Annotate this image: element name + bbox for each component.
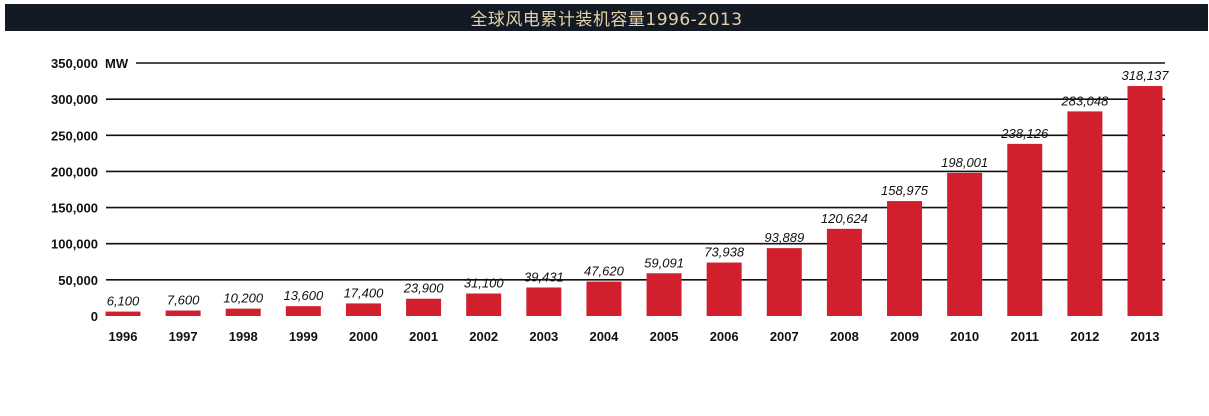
y-tick-label: 250,000	[51, 128, 98, 143]
bar	[406, 298, 442, 316]
data-label: 93,889	[764, 230, 804, 245]
x-tick-label: 2004	[589, 329, 619, 344]
x-tick-label: 2013	[1131, 329, 1160, 344]
x-tick-label: 2002	[469, 329, 498, 344]
y-tick-label: 300,000	[51, 92, 98, 107]
y-tick-label: 100,000	[51, 237, 98, 252]
data-label: 23,900	[403, 281, 445, 296]
title-bar: 全球风电累计装机容量1996-2013	[5, 4, 1208, 31]
data-label: 6,100	[107, 294, 140, 309]
x-tick-label: 2009	[890, 329, 919, 344]
data-label: 59,091	[644, 255, 684, 270]
x-tick-label: 2008	[830, 329, 859, 344]
bar	[105, 311, 141, 316]
y-tick-label: 200,000	[51, 164, 98, 179]
bar	[1067, 111, 1103, 316]
data-label: 10,200	[223, 291, 264, 306]
y-tick-label: 0	[91, 309, 98, 324]
data-label: 318,137	[1122, 68, 1170, 83]
bar	[586, 281, 622, 316]
x-tick-label: 1999	[289, 329, 318, 344]
bar	[345, 303, 381, 316]
data-label: 198,001	[941, 155, 988, 170]
x-tick-label: 2000	[349, 329, 378, 344]
x-tick-label: 1998	[229, 329, 258, 344]
y-tick-label: 50,000	[58, 273, 98, 288]
x-tick-label: 2001	[409, 329, 438, 344]
bar	[706, 262, 742, 316]
data-label: 283,048	[1060, 93, 1109, 108]
bar	[466, 293, 502, 316]
bar	[887, 201, 923, 316]
x-tick-label: 1997	[169, 329, 198, 344]
x-tick-label: 2011	[1011, 329, 1039, 344]
bar	[646, 273, 682, 316]
bar	[826, 228, 862, 316]
bar	[165, 310, 201, 316]
y-tick-label: 150,000	[51, 201, 98, 216]
x-tick-label: 2007	[770, 329, 799, 344]
x-tick-label: 2012	[1070, 329, 1099, 344]
chart-title: 全球风电累计装机容量1996-2013	[470, 10, 743, 30]
bar	[225, 308, 261, 316]
data-label: 31,100	[464, 276, 505, 291]
data-label: 47,620	[584, 264, 625, 279]
y-tick-label: 350,000	[51, 56, 98, 71]
x-tick-label: 2003	[529, 329, 558, 344]
data-label: 7,600	[167, 293, 200, 308]
y-axis-unit: MW	[105, 56, 129, 71]
bar	[947, 172, 983, 316]
data-label: 158,975	[881, 183, 929, 198]
data-label: 39,431	[524, 269, 564, 284]
x-tick-label: 2010	[950, 329, 979, 344]
bar	[766, 248, 802, 316]
data-label: 120,624	[821, 211, 868, 226]
data-label: 73,938	[704, 245, 745, 260]
bar	[285, 306, 321, 316]
bar	[1007, 143, 1043, 316]
bar	[1127, 86, 1163, 316]
x-tick-label: 1996	[109, 329, 138, 344]
data-label: 13,600	[283, 288, 324, 303]
x-tick-label: 2006	[710, 329, 739, 344]
x-tick-label: 2005	[650, 329, 679, 344]
bar	[526, 287, 562, 316]
data-label: 238,126	[1000, 126, 1049, 141]
data-label: 17,400	[344, 285, 385, 300]
